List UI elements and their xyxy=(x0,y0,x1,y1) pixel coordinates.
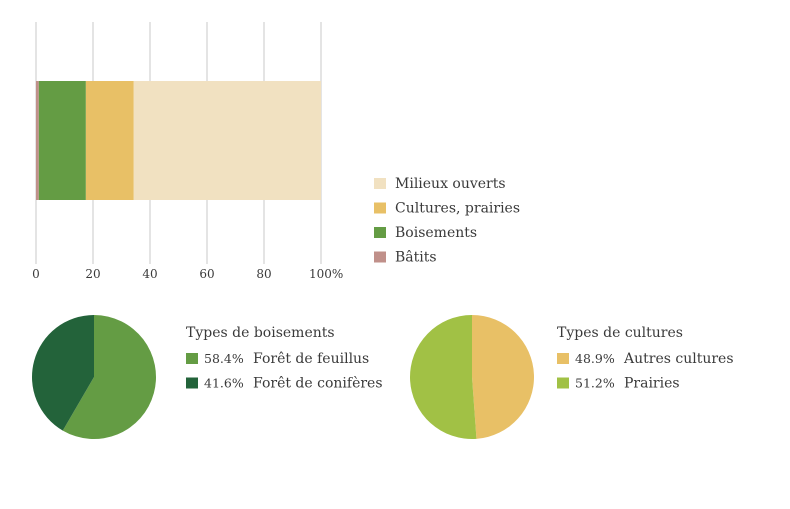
pie-slice xyxy=(472,315,534,439)
x-tick-label: 100% xyxy=(309,267,343,281)
slice-label: Forêt de conifères xyxy=(253,376,383,392)
pie-boisements-title: Types de boisements xyxy=(186,325,335,341)
x-tick-label: 80 xyxy=(256,267,271,281)
legend-label: Bâtits xyxy=(395,250,437,266)
bar-legend: Milieux ouverts Cultures, prairies Boiseme… xyxy=(374,176,520,266)
legend-label: Milieux ouverts xyxy=(395,176,506,192)
slice-percent: 41.6% xyxy=(204,376,244,391)
x-tick-label: 60 xyxy=(199,267,214,281)
bar-segment xyxy=(133,81,321,200)
legend-swatch xyxy=(374,227,386,238)
bar-segment xyxy=(85,81,134,200)
x-tick-label: 40 xyxy=(142,267,157,281)
legend-swatch xyxy=(186,353,198,364)
legend-swatch xyxy=(374,202,386,214)
pie-boisements-legend: 58.4% Forêt de feuillus 41.6% Forêt de coni… xyxy=(186,351,383,392)
legend-swatch xyxy=(557,353,569,364)
pie-cultures-legend: 48.9% Autres cultures 51.2% Prairies xyxy=(557,351,734,392)
pie-boisements xyxy=(31,315,156,439)
legend-swatch xyxy=(374,178,386,189)
bar-segment xyxy=(38,81,86,200)
legend-swatch xyxy=(186,377,198,389)
slice-label: Forêt de feuillus xyxy=(253,351,369,367)
slice-percent: 58.4% xyxy=(204,351,244,366)
x-tick-label: 20 xyxy=(85,267,100,281)
pie-slice xyxy=(409,315,477,439)
slice-percent: 51.2% xyxy=(575,376,615,391)
pie-cultures xyxy=(409,315,534,439)
legend-swatch xyxy=(557,377,569,389)
slice-label: Autres cultures xyxy=(623,351,734,367)
x-tick-label: 0 xyxy=(32,267,40,281)
bar-segments xyxy=(36,81,321,200)
bar-x-tick-labels: 0 20 40 60 80 100% xyxy=(32,267,343,281)
pie-slice xyxy=(31,315,94,431)
legend-swatch xyxy=(374,251,386,263)
slice-label: Prairies xyxy=(624,376,680,392)
bar-segment xyxy=(36,81,39,200)
pie-slice xyxy=(62,315,156,439)
pie-cultures-title: Types de cultures xyxy=(557,325,683,341)
legend-label: Cultures, prairies xyxy=(395,201,520,217)
slice-percent: 48.9% xyxy=(575,351,615,366)
legend-label: Boisements xyxy=(395,225,477,241)
